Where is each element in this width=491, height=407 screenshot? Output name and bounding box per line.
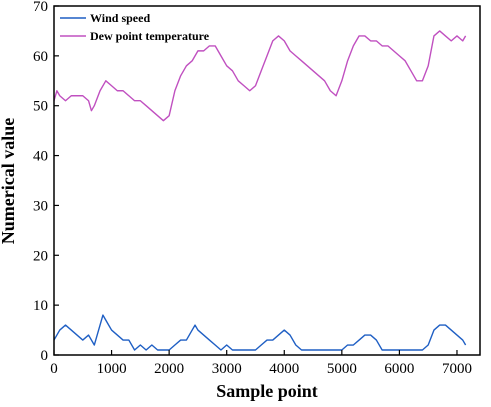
- x-tick-label: 1000: [97, 361, 127, 377]
- y-axis-title: Numerical value: [0, 118, 18, 244]
- legend: Wind speed Dew point temperature: [60, 11, 210, 43]
- y-tick-label: 60: [33, 49, 48, 65]
- plot-frame: [53, 5, 481, 356]
- y-tick-label: 0: [41, 348, 49, 364]
- y-axis: 0 10 20 30 40 50 60 70: [33, 0, 59, 364]
- y-tick-label: 20: [33, 248, 48, 264]
- legend-label: Dew point temperature: [90, 29, 210, 43]
- y-tick-label: 40: [33, 149, 48, 165]
- x-axis: 0 1000 2000 3000 4000 5000 6000 7000: [50, 350, 472, 377]
- x-tick-label: 5000: [327, 361, 357, 377]
- y-tick-label: 70: [33, 0, 48, 15]
- series-layer: [53, 30, 467, 351]
- x-tick-label: 7000: [442, 361, 472, 377]
- y-tick-label: 30: [33, 198, 48, 214]
- x-tick-label: 3000: [212, 361, 242, 377]
- x-tick-label: 6000: [384, 361, 414, 377]
- x-tick-label: 4000: [269, 361, 299, 377]
- x-tick-label: 2000: [154, 361, 184, 377]
- series-line-1: [53, 314, 467, 351]
- x-tick-label: 0: [50, 361, 58, 377]
- y-tick-label: 50: [33, 99, 48, 115]
- series-line-2: [53, 30, 467, 122]
- y-tick-label: 10: [33, 298, 48, 314]
- legend-label: Wind speed: [90, 11, 150, 25]
- x-axis-title: Sample point: [216, 381, 318, 401]
